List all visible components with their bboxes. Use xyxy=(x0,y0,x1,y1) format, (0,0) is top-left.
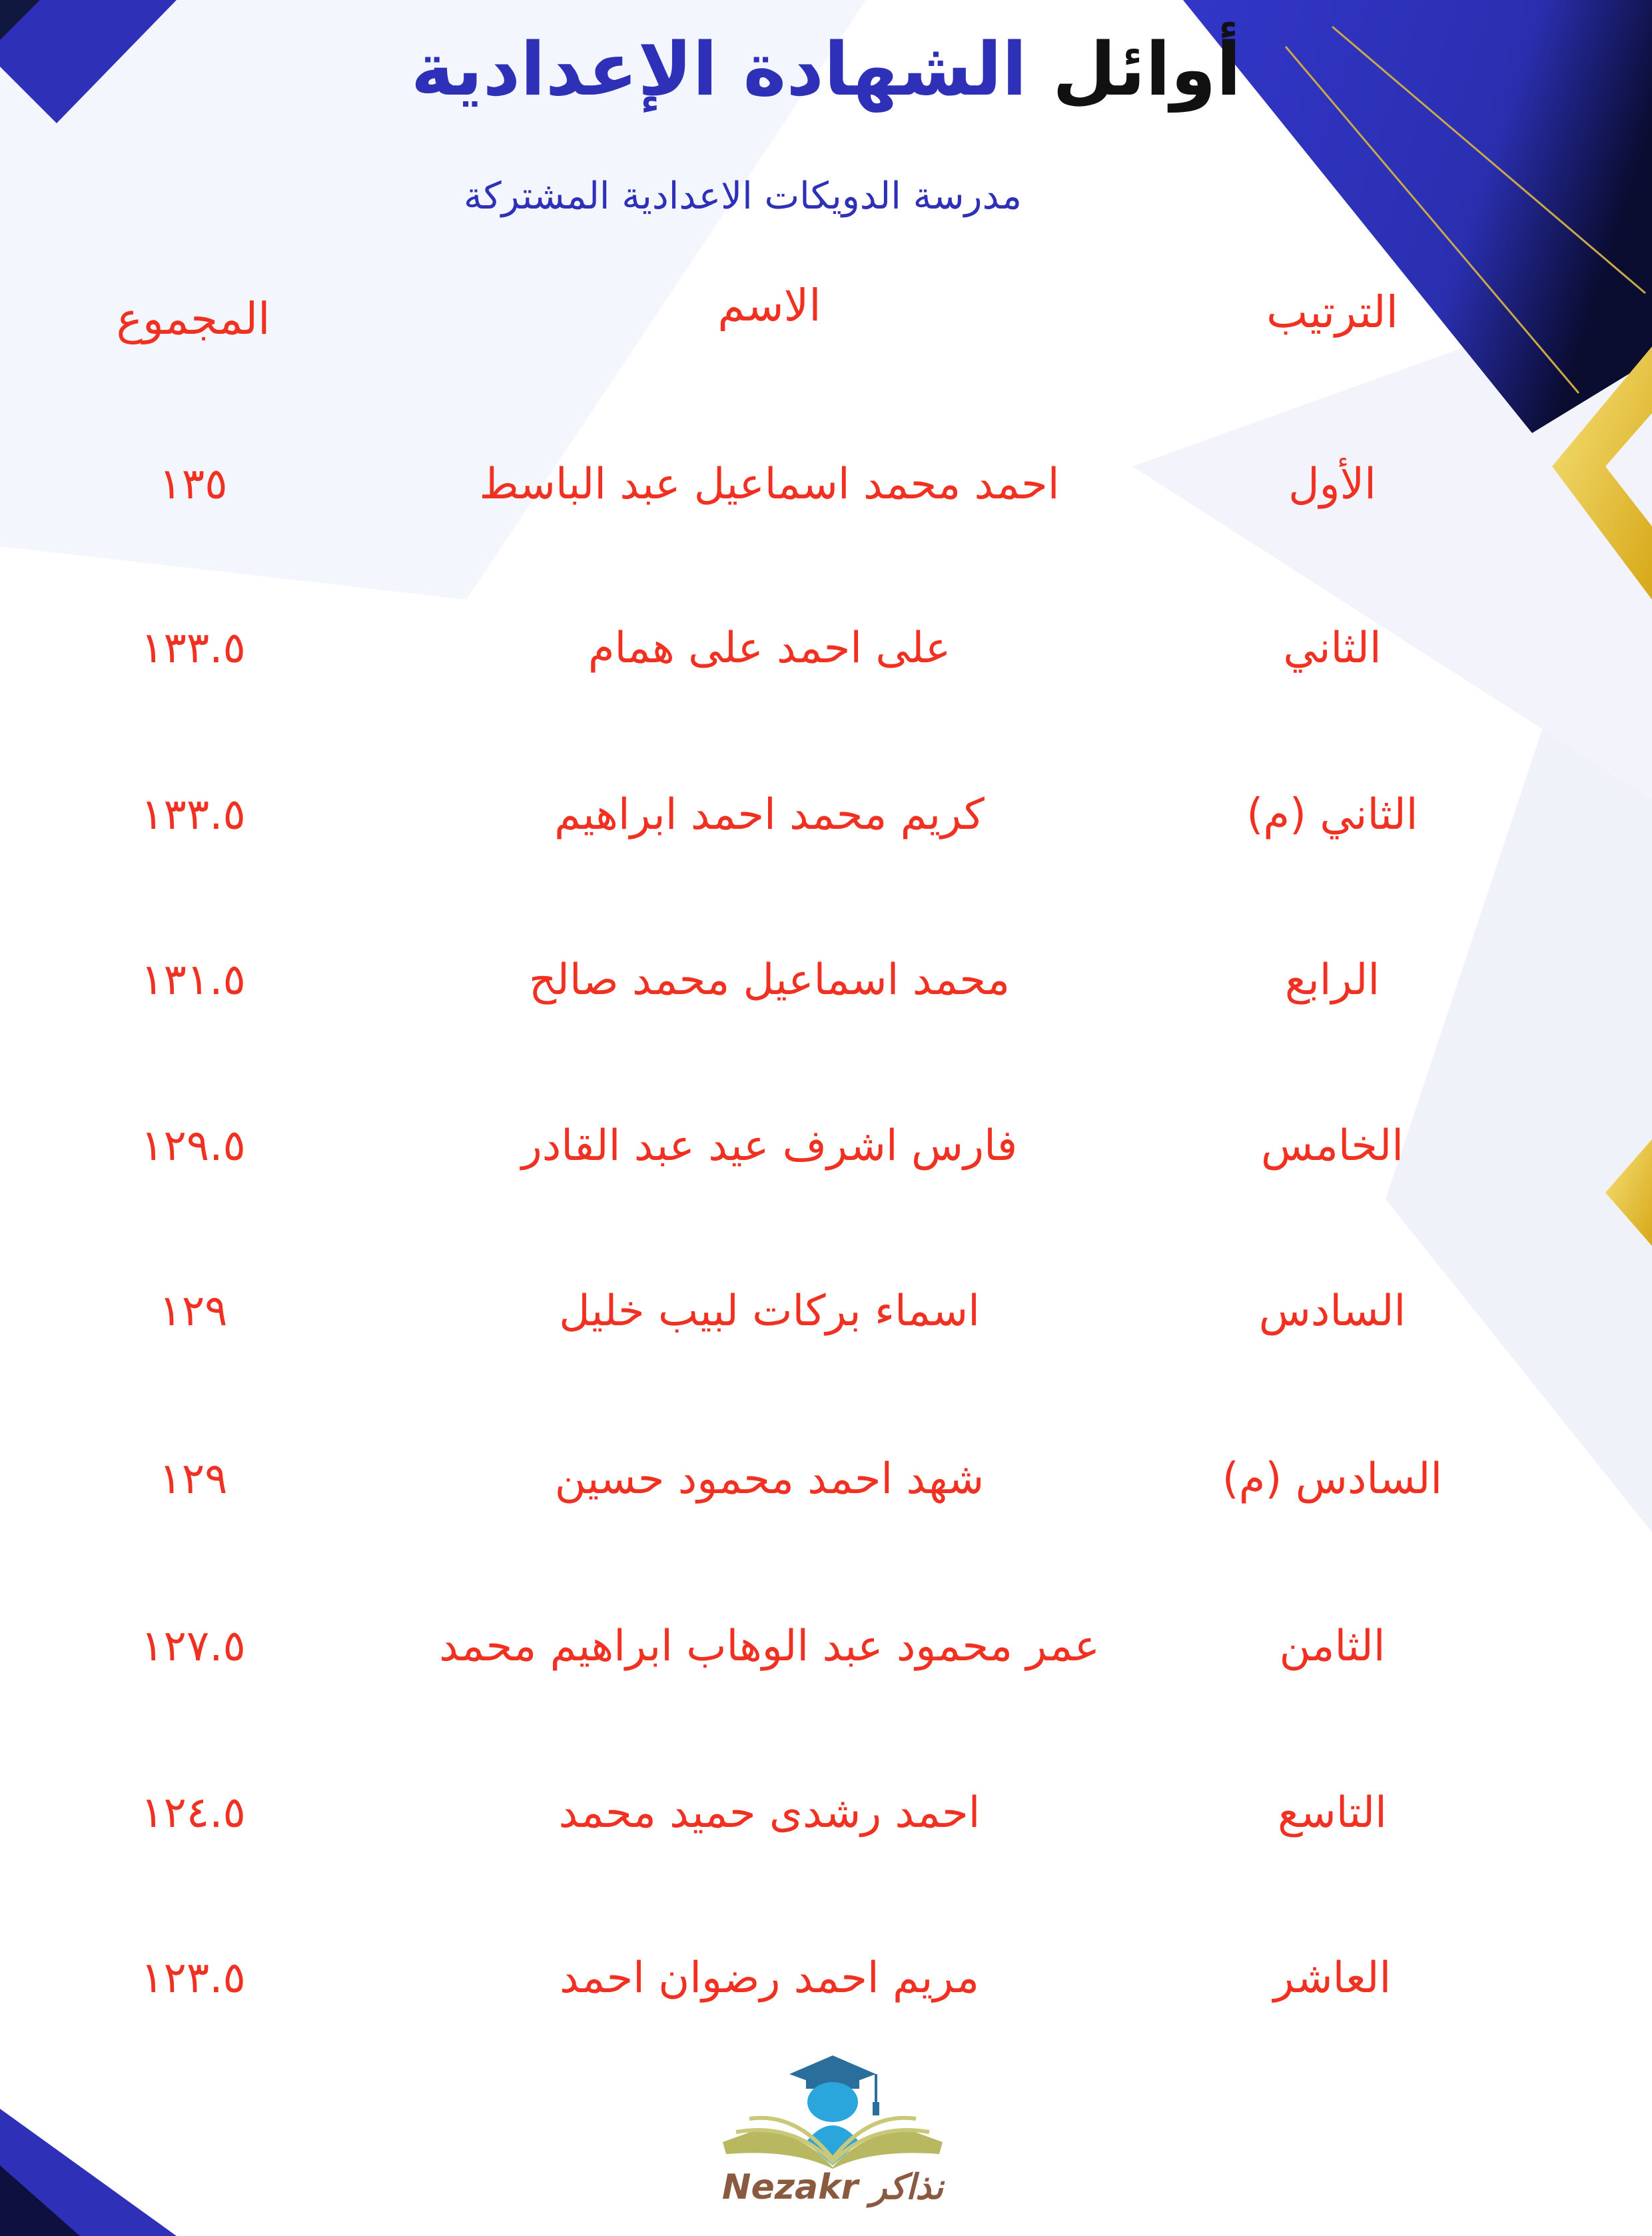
row-5-total: ١٢٩.٥ xyxy=(141,1121,246,1171)
row-6-rank: السادس xyxy=(1258,1287,1406,1336)
row-7-name: شهد احمد محمود حسين xyxy=(554,1454,985,1504)
row-10-total: ١٢٣.٥ xyxy=(141,1954,246,2003)
row-8-name: عمر محمود عبد الوهاب ابراهيم محمد xyxy=(439,1622,1100,1671)
page-title: أوائل الشهادة الإعدادية xyxy=(0,27,1652,112)
row-5-name: فارس اشرف عيد عبد القادر xyxy=(521,1121,1018,1171)
row-9-total: ١٢٤.٥ xyxy=(141,1788,246,1838)
nezakr-logo: Nezakr نذاكر xyxy=(719,2049,946,2215)
row-6-total: ١٢٩ xyxy=(159,1287,228,1336)
row-6-name: اسماء بركات لبيب خليل xyxy=(559,1287,980,1336)
row-8-rank: الثامن xyxy=(1279,1622,1386,1671)
row-2-name: على احمد على همام xyxy=(588,624,951,673)
row-2-total: ١٣٣.٥ xyxy=(141,624,246,673)
row-9-rank: التاسع xyxy=(1278,1788,1387,1838)
title-part2: الشهادة الإعدادية xyxy=(410,27,1027,112)
row-7-rank: السادس (م) xyxy=(1222,1454,1443,1504)
title-part1: أوائل xyxy=(1052,27,1242,112)
logo-text: Nezakr نذاكر xyxy=(721,2167,944,2207)
row-4-rank: الرابع xyxy=(1284,955,1380,1005)
row-8-total: ١٢٧.٥ xyxy=(141,1622,246,1671)
school-name: مدرسة الدويكات الاعدادية المشتركة xyxy=(464,175,1022,218)
row-2-rank: الثاني xyxy=(1283,624,1382,673)
row-1-name: احمد محمد اسماعيل عبد الباسط xyxy=(479,460,1060,509)
row-10-rank: العاشر xyxy=(1273,1954,1392,2003)
row-10-name: مريم احمد رضوان احمد xyxy=(560,1954,979,2003)
row-4-total: ١٣١.٥ xyxy=(141,955,246,1005)
row-4-name: محمد اسماعيل محمد صالح xyxy=(529,955,1010,1005)
row-3-name: كريم محمد احمد ابراهيم xyxy=(554,790,985,839)
row-1-rank: الأول xyxy=(1288,460,1376,509)
row-5-rank: الخامس xyxy=(1261,1121,1404,1171)
row-3-rank: الثاني (م) xyxy=(1246,790,1418,839)
row-9-name: احمد رشدى حميد محمد xyxy=(558,1788,981,1838)
row-1-total: ١٣٥ xyxy=(159,460,228,509)
row-3-total: ١٣٣.٥ xyxy=(141,790,246,839)
column-header-name: الاسم xyxy=(717,280,821,331)
graduate-book-icon xyxy=(723,2055,943,2169)
column-header-total: المجموع xyxy=(116,293,270,344)
column-header-rank: الترتيب xyxy=(1266,286,1398,338)
row-7-total: ١٢٩ xyxy=(159,1454,228,1504)
